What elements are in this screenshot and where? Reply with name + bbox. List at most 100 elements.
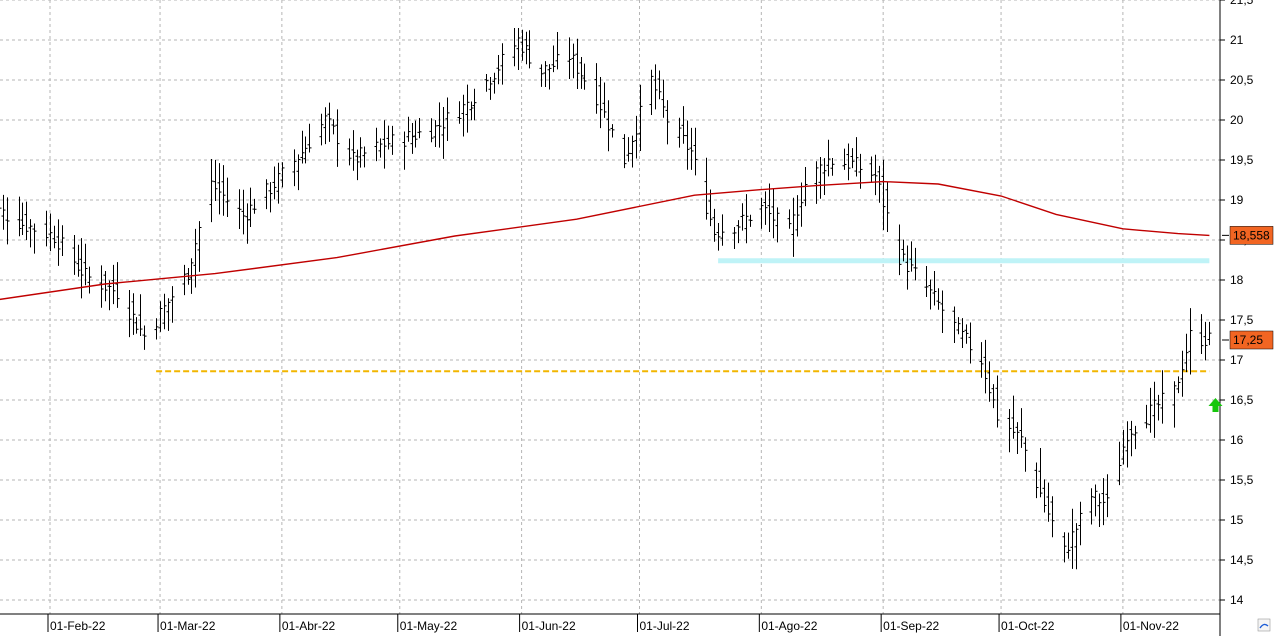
ohlc-bar	[351, 130, 356, 171]
ohlc-bar	[767, 183, 772, 232]
ohlc-bar	[826, 139, 831, 177]
ohlc-bar	[280, 162, 285, 188]
ohlc-bar	[472, 88, 477, 121]
ohlc-bar	[512, 28, 517, 67]
ohlc-bar	[547, 64, 552, 90]
ohlc-bar	[850, 148, 855, 169]
ohlc-bar	[924, 266, 929, 298]
ohlc-bar	[1156, 394, 1161, 421]
ohlc-bar	[905, 245, 910, 290]
ohlc-bar	[264, 179, 269, 210]
ohlc-bar	[1089, 488, 1094, 525]
ohlc-bar	[842, 148, 847, 170]
moving-average-value-badge	[1229, 226, 1274, 245]
ohlc-bar	[653, 64, 658, 110]
y-tick-label: 21	[1230, 33, 1244, 47]
ohlc-bar	[1015, 422, 1020, 454]
ohlc-bar	[182, 264, 187, 296]
ohlc-bar	[103, 271, 108, 302]
ohlc-bar	[634, 115, 639, 159]
ohlc-bar	[830, 157, 835, 176]
ohlc-bar	[60, 225, 65, 256]
ohlc-bar	[107, 280, 112, 311]
ohlc-bar	[527, 30, 532, 69]
ohlc-bar	[736, 220, 741, 244]
ohlc-bar	[712, 208, 717, 242]
ohlc-bar	[1176, 376, 1181, 394]
reference-lines	[156, 258, 1210, 373]
ohlc-bar	[327, 102, 332, 142]
ohlc-bar	[1188, 308, 1193, 375]
ohlc-bar	[83, 243, 88, 286]
moving-average-layer	[0, 180, 1210, 301]
ohlc-bar	[390, 125, 395, 155]
corner-logo-swoosh	[1259, 623, 1269, 629]
ohlc-bar	[716, 223, 721, 251]
x-tick-label: 01-Jul-22	[640, 619, 690, 633]
ohlc-bar	[52, 225, 57, 249]
ohlc-bar	[358, 137, 363, 168]
ohlc-bar	[960, 318, 965, 349]
ohlc-bar	[708, 189, 713, 227]
ohlc-bar	[732, 226, 737, 249]
ohlc-bar	[0, 207, 2, 209]
ohlc-bar	[543, 61, 548, 87]
ohlc-bar	[1046, 482, 1051, 522]
ohlc-bar	[1074, 523, 1079, 570]
ohlc-bar	[500, 43, 505, 85]
ohlc-bar	[649, 69, 654, 116]
price-labels: 18,558 17,25	[1208, 226, 1274, 412]
ohlc-bar	[630, 135, 635, 168]
ohlc-bar	[932, 271, 937, 306]
ohlc-bar	[386, 125, 391, 150]
ohlc-bar	[661, 79, 666, 118]
ohlc-bar	[763, 191, 768, 225]
ohlc-bar	[677, 117, 682, 148]
ohlc-bar	[355, 149, 360, 181]
ohlc-bar	[968, 322, 973, 364]
ohlc-bar	[1066, 532, 1071, 559]
ohlc-bar	[983, 339, 988, 394]
ohlc-bar	[300, 130, 305, 164]
ohlc-bar	[622, 134, 627, 169]
ohlc-bar	[433, 120, 438, 148]
ohlc-bar	[995, 375, 1000, 428]
ohlc-bar	[1070, 508, 1075, 569]
ohlc-bar	[323, 107, 328, 145]
ohlc-bar	[457, 101, 462, 124]
ohlc-bar	[1062, 532, 1067, 563]
ohlc-bar	[496, 55, 501, 85]
ohlc-bar	[131, 293, 136, 335]
last-price-label: 17,25	[1233, 333, 1263, 347]
ohlc-bar	[28, 219, 33, 248]
ohlc-bar	[331, 119, 336, 135]
ohlc-bar	[693, 127, 698, 176]
ohlc-bar	[665, 100, 670, 145]
ohlc-bar	[32, 223, 37, 254]
ohlc-bar	[1042, 479, 1047, 513]
ohlc-bar	[221, 165, 226, 216]
ohlc-bar	[410, 122, 415, 154]
ohlc-bar	[928, 279, 933, 310]
ohlc-bar	[744, 194, 749, 244]
ohlc-bar	[771, 188, 776, 239]
ohlc-bar	[1097, 493, 1102, 527]
x-tick-label: 01-Oct-22	[1001, 619, 1055, 633]
ohlc-bar	[417, 117, 422, 139]
ohlc-bar	[319, 113, 324, 146]
last-price-badge	[1229, 330, 1274, 350]
x-tick-label: 01-Mar-22	[160, 619, 216, 633]
ohlc-bar	[689, 127, 694, 170]
ohlc-bar	[579, 57, 584, 89]
ohlc-bar	[1203, 321, 1208, 361]
ohlc-bar	[292, 149, 297, 187]
ohlc-bar	[987, 361, 992, 402]
ohlc-bar	[885, 182, 890, 232]
ohlc-bar	[791, 197, 796, 257]
ohlc-bar	[193, 228, 198, 288]
ohlc-bar	[248, 187, 253, 228]
ohlc-bar	[795, 195, 800, 237]
ohlc-bar	[241, 189, 246, 235]
